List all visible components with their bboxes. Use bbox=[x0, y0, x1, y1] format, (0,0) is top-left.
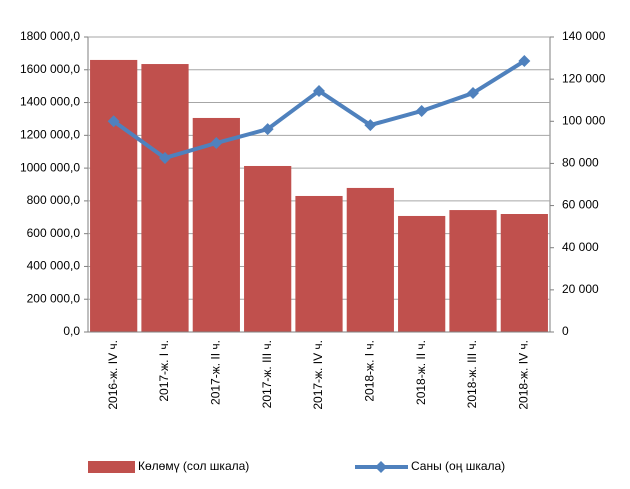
marker bbox=[210, 136, 223, 149]
marker bbox=[107, 115, 120, 128]
bar bbox=[244, 165, 292, 332]
x-tick-label: 2018-ж. II ч. bbox=[414, 340, 428, 405]
y2-tick-label: 60 000 bbox=[562, 198, 599, 212]
bar bbox=[346, 187, 394, 332]
y-tick-label: 400 000,0 bbox=[27, 259, 81, 273]
y2-tick-label: 0 bbox=[562, 324, 569, 338]
bar bbox=[449, 210, 497, 332]
y2-tick-label: 40 000 bbox=[562, 240, 599, 254]
marker bbox=[261, 123, 274, 136]
y2-tick-label: 100 000 bbox=[562, 113, 606, 127]
x-tick-label: 2018-ж. I ч. bbox=[363, 340, 377, 402]
y2-tick-label: 20 000 bbox=[562, 282, 599, 296]
y-tick-label: 1000 000,0 bbox=[20, 160, 80, 174]
marker bbox=[313, 84, 325, 97]
y-tick-label: 600 000,0 bbox=[27, 226, 81, 240]
marker bbox=[364, 119, 377, 132]
y-tick-label: 1200 000,0 bbox=[20, 128, 80, 142]
marker bbox=[467, 87, 479, 100]
x-tick-label: 2018-ж. IV ч. bbox=[517, 340, 531, 410]
x-tick-label: 2017-ж. I ч. bbox=[157, 340, 171, 402]
y2-tick-label: 80 000 bbox=[562, 156, 599, 170]
x-tick-label: 2017-ж. III ч. bbox=[260, 340, 274, 408]
legend-label: Саны (оң шкала) bbox=[411, 459, 505, 473]
bar bbox=[90, 59, 138, 332]
x-tick-label: 2018-ж. III ч. bbox=[465, 340, 479, 408]
marker bbox=[415, 104, 428, 117]
marker bbox=[159, 151, 171, 164]
y2-tick-label: 120 000 bbox=[562, 71, 606, 85]
y-tick-label: 200 000,0 bbox=[27, 291, 81, 305]
legend-swatch bbox=[88, 461, 135, 473]
bar bbox=[192, 117, 240, 332]
marker bbox=[518, 55, 531, 68]
legend-marker bbox=[375, 461, 387, 473]
y-tick-label: 1600 000,0 bbox=[20, 62, 80, 76]
x-tick-label: 2017-ж. II ч. bbox=[209, 340, 223, 405]
x-tick-label: 2016-ж. IV ч. bbox=[106, 340, 120, 410]
bar bbox=[141, 64, 189, 333]
x-tick-label: 2017-ж. IV ч. bbox=[311, 340, 325, 410]
y-tick-label: 0,0 bbox=[63, 324, 80, 338]
bar bbox=[295, 195, 343, 332]
bar bbox=[500, 214, 548, 332]
legend-label: Көлөмү (сол шкала) bbox=[138, 459, 249, 473]
bar bbox=[398, 215, 446, 332]
y-tick-label: 1400 000,0 bbox=[20, 95, 80, 109]
y-tick-label: 1800 000,0 bbox=[20, 29, 80, 43]
y2-tick-label: 140 000 bbox=[562, 29, 606, 43]
y-tick-label: 800 000,0 bbox=[27, 193, 81, 207]
